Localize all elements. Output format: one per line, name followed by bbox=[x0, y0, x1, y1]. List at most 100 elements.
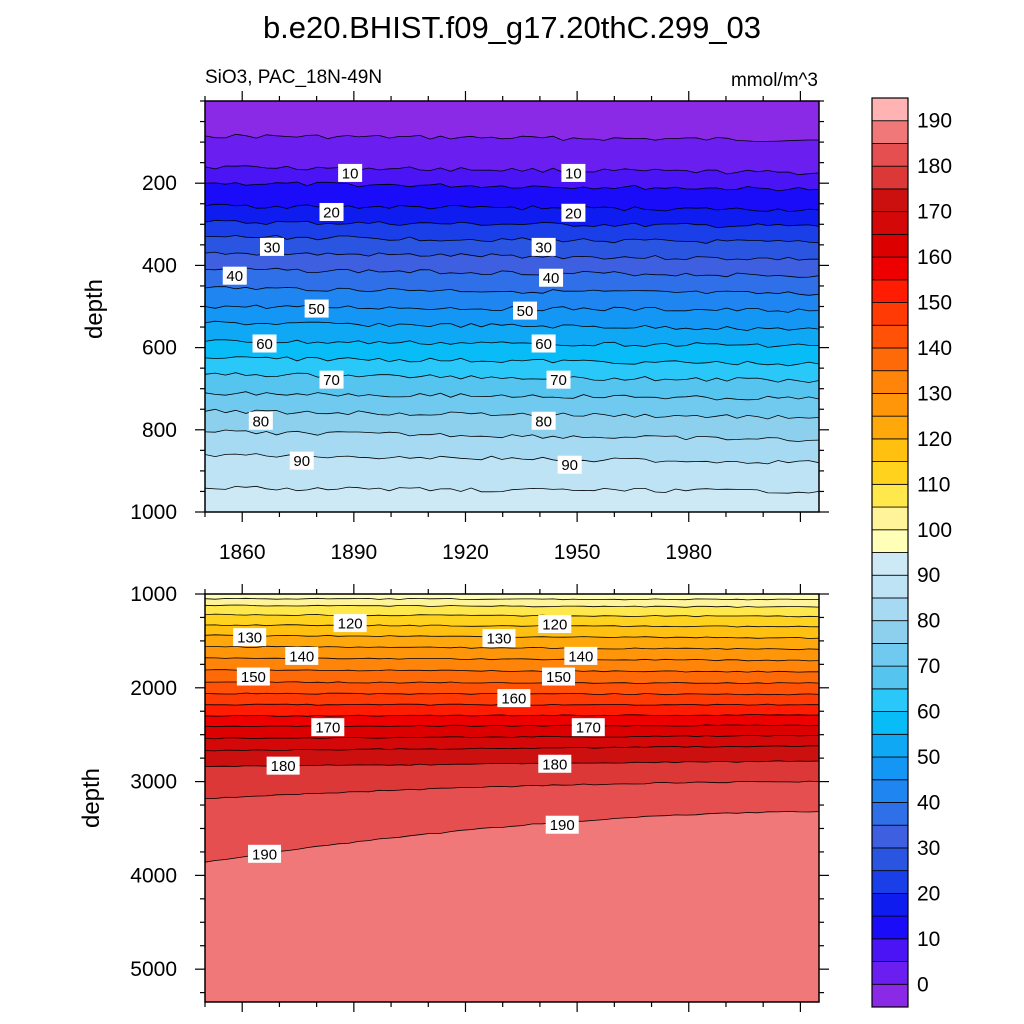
contour-label: 130 bbox=[237, 630, 262, 647]
contour-label-box bbox=[259, 237, 284, 256]
contour-label-box bbox=[285, 646, 319, 665]
colorbar-swatch bbox=[871, 597, 909, 622]
contour-label-box bbox=[557, 455, 582, 474]
colorbar-swatch bbox=[871, 983, 909, 1008]
contour-line bbox=[205, 133, 819, 142]
colorbar-tick-label: 170 bbox=[917, 201, 952, 224]
x-tick-label: 1980 bbox=[665, 541, 712, 564]
contour-label-box bbox=[233, 628, 267, 647]
contour-label-box bbox=[531, 237, 556, 256]
contour-line bbox=[205, 624, 819, 628]
contour-label-box bbox=[561, 203, 586, 222]
colorbar-swatch bbox=[871, 324, 909, 349]
colorbar-swatch bbox=[871, 643, 909, 667]
contour-line bbox=[205, 681, 819, 684]
colorbar-tick-label: 60 bbox=[917, 701, 940, 724]
contour-line bbox=[205, 391, 819, 401]
x-tick-label: 1950 bbox=[554, 541, 601, 564]
contour-line bbox=[205, 267, 819, 278]
upper-y-axis-label: depth bbox=[81, 279, 108, 339]
lower-contour-panel: 120 120 130 130 140 140 150 150 160 170 170 180 180 1… bbox=[130, 583, 829, 1012]
colorbar-swatch bbox=[871, 461, 909, 485]
contour-line bbox=[205, 251, 819, 261]
colorbar-swatch bbox=[871, 802, 909, 826]
colorbar-swatch bbox=[871, 733, 909, 758]
contour-label-box bbox=[531, 334, 556, 353]
contour-label-box bbox=[561, 163, 586, 182]
y-tick-label: 800 bbox=[142, 419, 177, 442]
contour-line bbox=[205, 604, 819, 608]
contour-line bbox=[205, 408, 819, 420]
contour-line bbox=[205, 219, 819, 229]
contour-label-box bbox=[304, 299, 329, 318]
contour-band bbox=[205, 811, 819, 1002]
contour-label: 170 bbox=[315, 720, 340, 737]
contour-line bbox=[205, 339, 819, 348]
contour-label-box bbox=[571, 718, 605, 737]
contour-label-box bbox=[248, 411, 273, 430]
contour-label: 50 bbox=[308, 301, 325, 318]
contour-label: 80 bbox=[252, 413, 269, 430]
colorbar-swatch bbox=[871, 302, 909, 326]
contour-label-box bbox=[266, 756, 300, 775]
contour-label-box bbox=[319, 370, 344, 389]
colorbar-swatch bbox=[871, 438, 909, 463]
contour-label: 190 bbox=[550, 817, 575, 834]
colorbar-tick-label: 20 bbox=[917, 882, 940, 905]
contour-line bbox=[205, 234, 819, 244]
y-tick-label: 1000 bbox=[130, 501, 177, 524]
contour-line bbox=[205, 286, 819, 296]
colorbar-tick-label: 30 bbox=[917, 837, 940, 860]
contour-label: 50 bbox=[517, 303, 534, 320]
colorbar-swatch bbox=[871, 97, 909, 122]
contour-line bbox=[205, 760, 819, 767]
colorbar-swatch bbox=[871, 347, 909, 372]
contour-line bbox=[205, 203, 819, 212]
colorbar-tick-label: 10 bbox=[917, 928, 940, 951]
colorbar-tick-label: 150 bbox=[917, 292, 952, 315]
contour-label: 90 bbox=[561, 457, 578, 474]
contour-label: 150 bbox=[241, 669, 266, 686]
colorbar-tick-label: 180 bbox=[917, 155, 952, 178]
colorbar-swatch bbox=[871, 483, 909, 508]
colorbar-swatch bbox=[871, 552, 909, 576]
contour-label: 150 bbox=[546, 669, 571, 686]
y-tick-label: 3000 bbox=[130, 771, 177, 794]
contour-line bbox=[205, 645, 819, 651]
contour-label: 60 bbox=[256, 336, 273, 353]
colorbar-tick-label: 100 bbox=[917, 519, 952, 542]
contour-label-box bbox=[333, 614, 367, 633]
contour-label-box bbox=[236, 667, 270, 686]
colorbar-swatch bbox=[871, 165, 909, 190]
plot-frame bbox=[204, 593, 820, 1003]
contour-label: 40 bbox=[543, 270, 560, 287]
contour-label-box bbox=[222, 266, 247, 285]
contour-line bbox=[205, 429, 819, 442]
contour-label: 120 bbox=[338, 616, 363, 633]
contour-line bbox=[205, 780, 819, 799]
colorbar-swatch bbox=[871, 847, 909, 872]
colorbar-swatch bbox=[871, 574, 909, 599]
contour-label-box bbox=[252, 334, 277, 353]
contour-label: 140 bbox=[289, 648, 314, 665]
contour-label: 170 bbox=[576, 720, 601, 737]
right-subtitle: mmol/m^3 bbox=[731, 70, 818, 91]
colorbar-swatch bbox=[871, 961, 909, 985]
contour-label: 180 bbox=[542, 756, 567, 773]
colorbar-swatch bbox=[871, 233, 909, 258]
contour-line bbox=[205, 810, 819, 863]
colorbar-tick-label: 90 bbox=[917, 564, 940, 587]
y-tick-label: 2000 bbox=[130, 677, 177, 700]
colorbar-tick-label: 70 bbox=[917, 655, 940, 678]
contour-label: 10 bbox=[565, 165, 582, 182]
colorbar-swatch bbox=[871, 256, 909, 281]
colorbar: 0 10 20 30 40 50 60 70 80 90 100 110 120 130 140 150 160… bbox=[871, 97, 952, 1008]
colorbar-tick-label: 120 bbox=[917, 428, 952, 451]
colorbar-swatch bbox=[871, 756, 909, 781]
y-tick-label: 1000 bbox=[130, 583, 177, 606]
contour-label: 70 bbox=[323, 372, 340, 389]
contour-label-box bbox=[542, 667, 576, 686]
colorbar-swatch bbox=[871, 370, 909, 394]
contour-line bbox=[205, 597, 819, 601]
contour-line bbox=[205, 734, 819, 740]
